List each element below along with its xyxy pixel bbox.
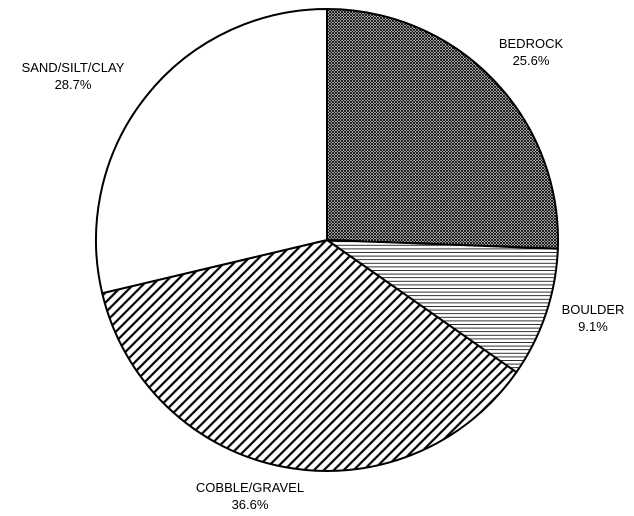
- slice-label-cobble-gravel: COBBLE/GRAVEL 36.6%: [196, 480, 304, 512]
- pie-slice-boulder: [323, 238, 559, 374]
- pie-slice-sand-silt-clay: [95, 7, 328, 295]
- slice-label-sand-silt-clay: SAND/SILT/CLAY 28.7%: [22, 60, 125, 92]
- pie-slice-bedrock: [326, 7, 559, 250]
- slice-category-label: BEDROCK: [499, 36, 564, 51]
- pie-slice-cobble-gravel: [101, 238, 518, 472]
- slice-value-label: 28.7%: [55, 77, 92, 92]
- slice-value-label: 25.6%: [513, 53, 550, 68]
- slice-value-label: 36.6%: [232, 497, 269, 512]
- slice-value-label: 9.1%: [578, 319, 608, 334]
- slice-label-boulder: BOULDER 9.1%: [562, 302, 625, 334]
- slice-label-bedrock: BEDROCK 25.6%: [499, 36, 564, 68]
- slice-category-label: SAND/SILT/CLAY: [22, 60, 125, 75]
- slice-category-label: COBBLE/GRAVEL: [196, 480, 304, 495]
- slice-category-label: BOULDER: [562, 302, 625, 317]
